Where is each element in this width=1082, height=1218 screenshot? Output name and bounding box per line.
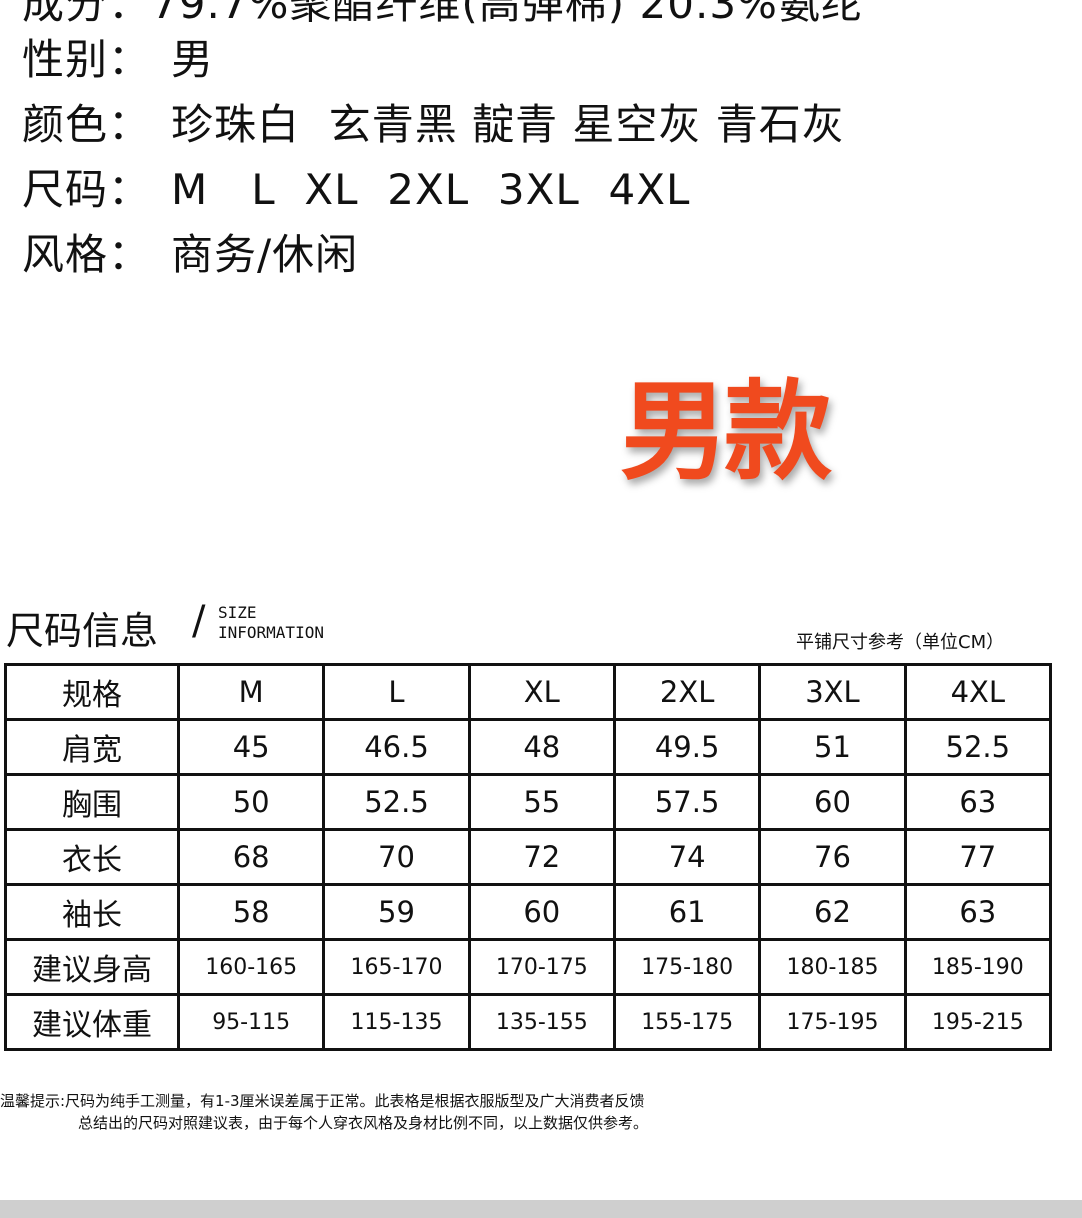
table-row: 建议身高 160-165 165-170 170-175 175-180 180-185 1…	[4, 938, 1053, 996]
table-cell: 3XL	[758, 663, 907, 721]
table-row: 胸围 50 52.5 55 57.5 60 63	[4, 773, 1053, 831]
row-label: 袖长	[4, 883, 180, 941]
table-cell: 60	[758, 773, 907, 831]
row-label: 胸围	[4, 773, 180, 831]
table-cell: 51	[758, 718, 907, 776]
table-cell: 95-115	[176, 993, 326, 1051]
table-cell: 59	[322, 883, 471, 941]
note-line-1: 温馨提示:尺码为纯手工测量，有1-3厘米误差属于正常。此表格是根据衣服版型及广大…	[0, 1092, 645, 1110]
table-cell: 46.5	[322, 718, 471, 776]
unit-note: 平铺尺寸参考（单位CM）	[796, 632, 1005, 653]
table-cell: 49.5	[612, 718, 762, 776]
table-cell: 2XL	[612, 663, 762, 721]
size-label: 尺码：	[22, 165, 152, 214]
gender-value: 男	[171, 35, 215, 84]
style-line: 风格： 商务/休闲	[22, 221, 358, 282]
row-label: 建议体重	[4, 993, 180, 1051]
table-row: 肩宽 45 46.5 48 49.5 51 52.5	[4, 718, 1053, 776]
table-cell: XL	[467, 663, 616, 721]
table-cell: 68	[176, 828, 326, 886]
table-cell: 63	[903, 883, 1053, 941]
table-cell: 77	[903, 828, 1053, 886]
table-cell: M	[176, 663, 326, 721]
table-cell: 76	[758, 828, 907, 886]
table-cell: 70	[322, 828, 471, 886]
table-cell: 55	[467, 773, 616, 831]
section-title-en: SIZE INFORMATION	[218, 603, 324, 642]
bottom-bar	[0, 1200, 1082, 1218]
table-cell: 60	[467, 883, 616, 941]
size-line: 尺码： M L XL 2XL 3XL 4XL	[22, 156, 690, 217]
size-value: M L XL 2XL 3XL 4XL	[171, 165, 691, 214]
table-cell: 58	[176, 883, 326, 941]
table-row: 建议体重 95-115 115-135 135-155 155-175 175-195 19…	[4, 993, 1053, 1051]
section-slash: /	[192, 598, 206, 644]
table-cell: 195-215	[903, 993, 1053, 1051]
table-cell: 57.5	[612, 773, 762, 831]
table-cell: 52.5	[322, 773, 471, 831]
table-cell: 155-175	[612, 993, 762, 1051]
table-cell: 72	[467, 828, 616, 886]
section-title: 尺码信息	[6, 609, 159, 653]
style-label: 风格：	[22, 230, 152, 279]
color-value: 珍珠白 玄青黑 靛青 星空灰 青石灰	[171, 100, 845, 149]
gender-line: 性别： 男	[22, 26, 214, 87]
table-cell: 52.5	[903, 718, 1053, 776]
table-cell: 175-180	[612, 938, 762, 996]
table-row: 衣长 68 70 72 74 76 77	[4, 828, 1053, 886]
table-cell: L	[322, 663, 471, 721]
table-cell: 63	[903, 773, 1053, 831]
color-line: 颜色： 珍珠白 玄青黑 靛青 星空灰 青石灰	[22, 91, 845, 152]
row-label: 建议身高	[4, 938, 180, 996]
table-cell: 45	[176, 718, 326, 776]
table-cell: 135-155	[467, 993, 616, 1051]
size-table: 规格 M L XL 2XL 3XL 4XL 肩宽 45 46.5 48 49.5 51 52.5 胸围 50 5…	[4, 663, 1053, 1051]
composition-line: 成分：79.7%聚酯纤维(高弹棉) 20.3%氨纶	[22, 0, 864, 28]
table-cell: 4XL	[903, 663, 1053, 721]
table-cell: 61	[612, 883, 762, 941]
gender-label: 性别：	[22, 35, 152, 84]
table-row: 袖长 58 59 60 61 62 63	[4, 883, 1053, 941]
row-label: 衣长	[4, 828, 180, 886]
table-cell: 180-185	[758, 938, 907, 996]
row-label: 肩宽	[4, 718, 180, 776]
row-label: 规格	[4, 663, 180, 721]
color-label: 颜色：	[22, 100, 152, 149]
table-header-row: 规格 M L XL 2XL 3XL 4XL	[4, 663, 1053, 721]
style-value: 商务/休闲	[171, 230, 359, 279]
table-cell: 170-175	[467, 938, 616, 996]
table-cell: 62	[758, 883, 907, 941]
table-cell: 48	[467, 718, 616, 776]
table-cell: 165-170	[322, 938, 471, 996]
table-cell: 50	[176, 773, 326, 831]
table-cell: 175-195	[758, 993, 907, 1051]
table-cell: 74	[612, 828, 762, 886]
table-cell: 185-190	[903, 938, 1053, 996]
mens-badge: 男款	[620, 370, 832, 495]
table-cell: 160-165	[176, 938, 326, 996]
note-line-2: 总结出的尺码对照建议表，由于每个人穿衣风格及身材比例不同，以上数据仅供参考。	[78, 1114, 649, 1132]
table-cell: 115-135	[322, 993, 471, 1051]
